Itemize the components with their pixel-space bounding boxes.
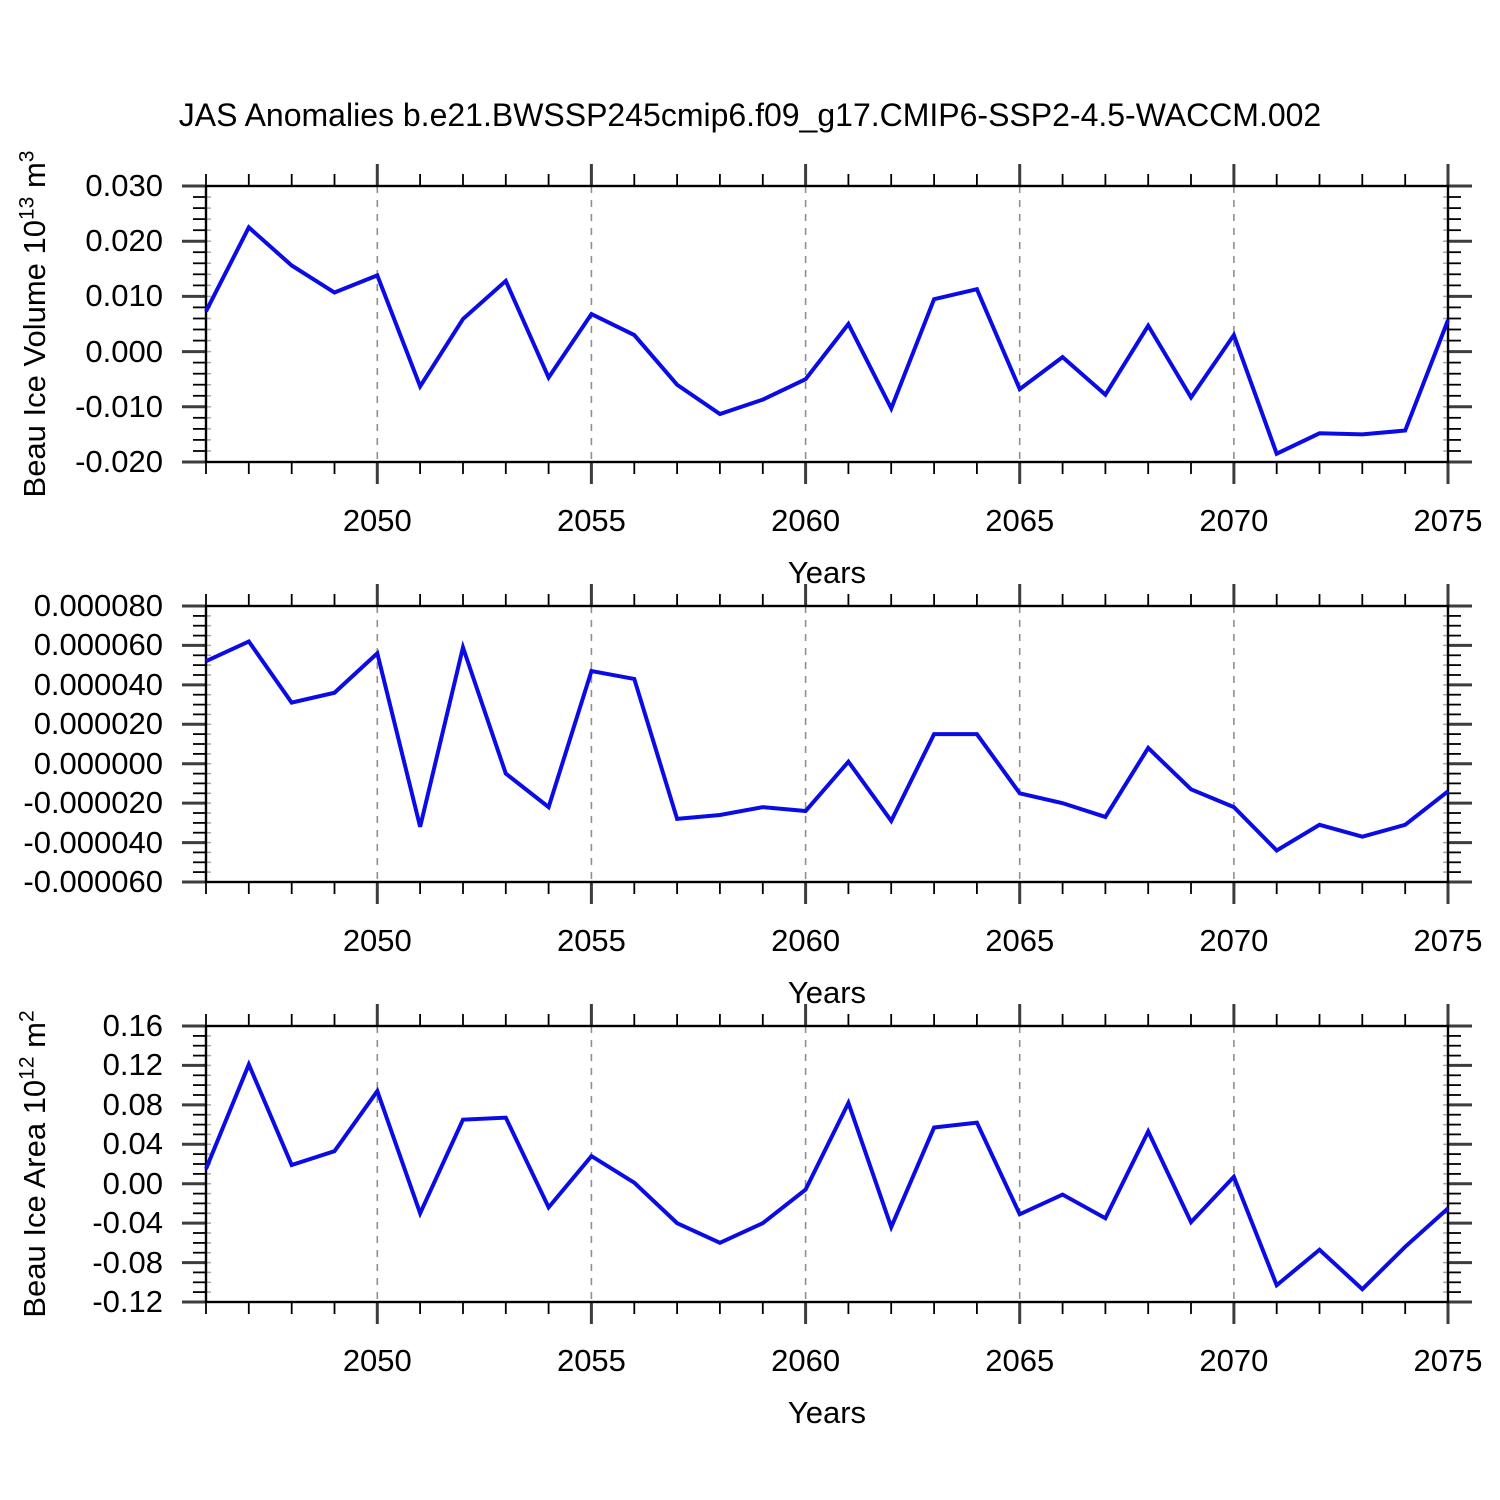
y-tick-label: 0.04 xyxy=(102,1126,163,1162)
y-tick-label: 0.000080 xyxy=(33,588,163,623)
y-tick-label: 0.08 xyxy=(102,1086,163,1122)
x-tick-label: 2060 xyxy=(771,503,841,538)
x-tick-label: 2075 xyxy=(1413,1343,1483,1378)
y-tick-label: 0.12 xyxy=(102,1047,163,1083)
y-tick-label: 0.030 xyxy=(85,168,163,203)
x-tick-label: 2070 xyxy=(1199,503,1269,538)
x-tick-label: 2050 xyxy=(342,503,412,538)
x-tick-label: 2060 xyxy=(771,923,841,958)
chart-title: JAS Anomalies b.e21.BWSSP245cmip6.f09_g1… xyxy=(178,97,1322,133)
x-tick-label: 2065 xyxy=(985,503,1055,538)
x-tick-label: 2055 xyxy=(556,1343,626,1378)
y-tick-label: 0.000020 xyxy=(33,706,163,742)
y-tick-label: -0.010 xyxy=(75,388,163,424)
y-tick-label: 0.000060 xyxy=(33,627,163,663)
x-tick-label: 2065 xyxy=(985,1343,1055,1378)
x-tick-label: 2070 xyxy=(1199,923,1269,958)
y-axis-label-volume-unit-exponent: 3 xyxy=(15,150,39,163)
x-tick-label: 2070 xyxy=(1199,1343,1269,1378)
y-tick-label: 0.000040 xyxy=(33,666,163,702)
y-tick-label: 0.020 xyxy=(85,223,163,259)
y-tick-label: -0.12 xyxy=(92,1284,163,1319)
x-tick-label: 2050 xyxy=(342,923,412,958)
x-axis-label-years-panel3: Years xyxy=(787,1395,867,1430)
y-tick-label: -0.000040 xyxy=(23,824,163,860)
y-tick-label: 0.000000 xyxy=(33,745,163,781)
y-tick-label: -0.000060 xyxy=(23,864,163,899)
y-axis-label-volume: Beau Ice Volume 1013 m3 xyxy=(16,44,56,604)
y-tick-label: 0.16 xyxy=(102,1008,163,1043)
x-axis-label-years-panel2: Years xyxy=(787,975,867,1010)
x-tick-label: 2075 xyxy=(1413,503,1483,538)
x-tick-label: 2050 xyxy=(342,1343,412,1378)
y-tick-label: -0.08 xyxy=(92,1244,163,1280)
y-axis-label-area: Beau Ice Area 1012 m2 xyxy=(16,884,56,1444)
x-tick-label: 2065 xyxy=(985,923,1055,958)
y-tick-label: 0.00 xyxy=(102,1165,163,1201)
y-tick-label: 0.000 xyxy=(85,333,163,369)
y-tick-label: -0.020 xyxy=(75,444,163,479)
x-tick-label: 2055 xyxy=(556,503,626,538)
x-tick-label: 2055 xyxy=(556,923,626,958)
y-tick-label: 0.010 xyxy=(85,278,163,314)
x-tick-label: 2060 xyxy=(771,1343,841,1378)
y-tick-label: -0.000020 xyxy=(23,785,163,821)
x-tick-label: 2075 xyxy=(1413,923,1483,958)
y-tick-label: -0.04 xyxy=(92,1205,163,1241)
x-axis-label-years-panel1: Years xyxy=(787,555,867,590)
